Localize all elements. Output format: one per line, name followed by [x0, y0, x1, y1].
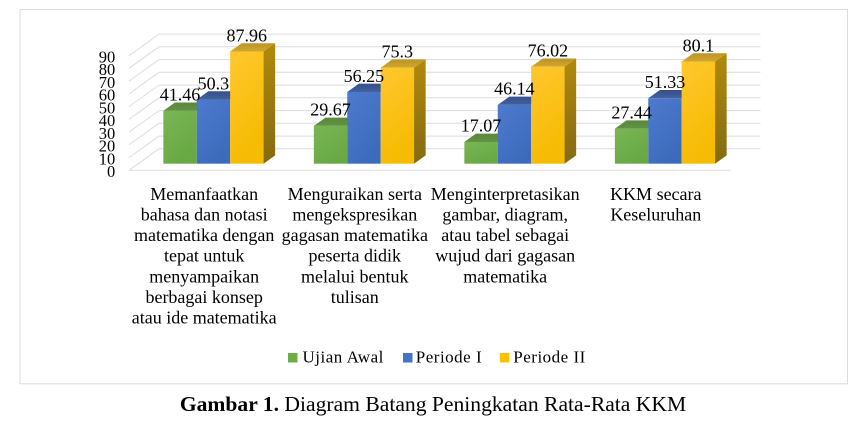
svg-text:80: 80 — [99, 60, 116, 79]
svg-text:gagasan matematika: gagasan matematika — [282, 225, 428, 245]
svg-text:0: 0 — [107, 162, 115, 181]
svg-text:KKM secara: KKM secara — [610, 184, 701, 204]
svg-text:atau ide matematika: atau ide matematika — [132, 308, 277, 328]
svg-text:75.3: 75.3 — [382, 42, 414, 62]
svg-text:80.1: 80.1 — [683, 35, 715, 55]
svg-text:46.14: 46.14 — [494, 79, 535, 99]
svg-text:bahasa dan notasi: bahasa dan notasi — [141, 205, 268, 225]
svg-text:mengekspresikan: mengekspresikan — [292, 205, 417, 225]
svg-text:60: 60 — [99, 86, 116, 105]
svg-text:51.33: 51.33 — [645, 72, 686, 92]
svg-text:56.25: 56.25 — [344, 66, 385, 86]
svg-text:50: 50 — [99, 99, 116, 118]
svg-text:30: 30 — [99, 124, 116, 143]
svg-text:Periode I: Periode I — [416, 348, 482, 367]
svg-text:atau tabel sebagai: atau tabel sebagai — [441, 225, 569, 245]
svg-text:Menguraikan serta: Menguraikan serta — [288, 184, 422, 204]
svg-text:berbagai konsep: berbagai konsep — [145, 287, 262, 307]
svg-text:Gambar 1. Diagram Batang Penin: Gambar 1. Diagram Batang Peningkatan Rat… — [180, 392, 686, 416]
svg-text:50.3: 50.3 — [198, 73, 230, 93]
svg-text:matematika: matematika — [463, 266, 547, 286]
svg-text:29.67: 29.67 — [310, 100, 351, 120]
svg-text:matematika dengan: matematika dengan — [134, 225, 274, 245]
svg-text:tulisan: tulisan — [331, 287, 379, 307]
svg-text:Periode II: Periode II — [513, 348, 586, 367]
svg-text:87.96: 87.96 — [227, 25, 268, 45]
svg-text:tepat untuk: tepat untuk — [164, 246, 244, 266]
svg-text:90: 90 — [99, 48, 116, 67]
svg-text:Ujian Awal: Ujian Awal — [303, 348, 384, 367]
svg-text:70: 70 — [99, 73, 116, 92]
svg-text:27.44: 27.44 — [611, 103, 652, 123]
svg-text:10: 10 — [99, 150, 116, 169]
svg-text:wujud dari gagasan: wujud dari gagasan — [435, 246, 575, 266]
svg-text:gambar, diagram,: gambar, diagram, — [442, 205, 568, 225]
svg-text:melalui bentuk: melalui bentuk — [301, 266, 408, 286]
svg-text:40: 40 — [99, 111, 116, 130]
svg-text:menyampaikan: menyampaikan — [149, 266, 259, 286]
svg-text:17.07: 17.07 — [461, 116, 502, 136]
svg-text:41.46: 41.46 — [160, 85, 201, 105]
svg-text:20: 20 — [99, 137, 116, 156]
svg-text:76.02: 76.02 — [528, 41, 569, 61]
svg-text:Memanfaatkan: Memanfaatkan — [150, 184, 258, 204]
svg-text:peserta didik: peserta didik — [309, 246, 401, 266]
svg-text:Menginterpretasikan: Menginterpretasikan — [431, 184, 580, 204]
svg-text:Keseluruhan: Keseluruhan — [610, 205, 701, 225]
